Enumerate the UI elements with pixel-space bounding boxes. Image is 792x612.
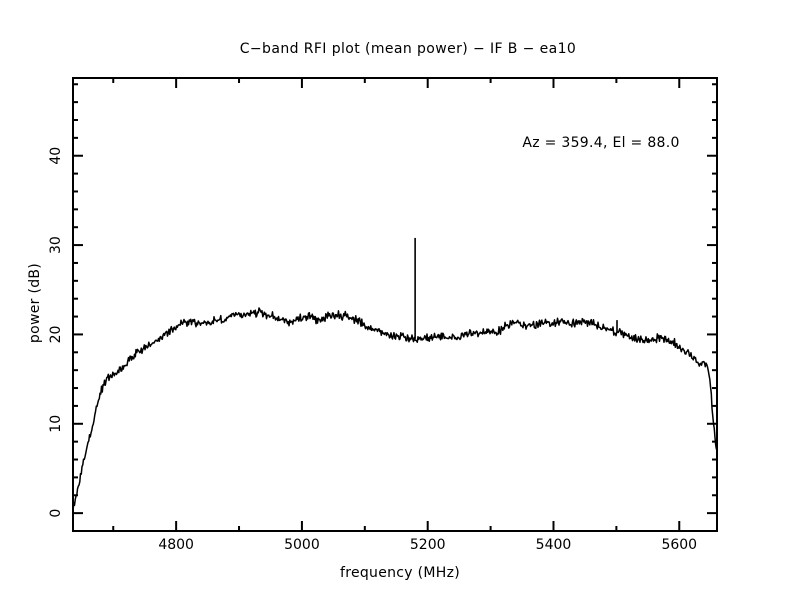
x-tick-label: 4800: [158, 537, 194, 553]
x-axis-label: frequency (MHz): [340, 565, 460, 581]
y-tick-label: 10: [48, 415, 64, 433]
spectrum-trace: [72, 307, 718, 512]
y-axis-label: power (dB): [27, 263, 43, 343]
x-tick-label: 5200: [410, 537, 446, 553]
pointing-annotation: Az = 359.4, El = 88.0: [522, 135, 679, 151]
x-tick-label: 5000: [284, 537, 320, 553]
plot-title: C−band RFI plot (mean power) − IF B − ea…: [240, 41, 576, 57]
y-tick-label: 0: [48, 509, 64, 518]
x-tick-label: 5600: [661, 537, 697, 553]
y-tick-label: 40: [48, 147, 64, 165]
rfi-spikes: [414, 237, 618, 339]
y-tick-label: 30: [48, 236, 64, 254]
plot-frame: [72, 77, 718, 532]
spectrum-trace-path: [72, 307, 718, 512]
axes: 4800 5000 5200 5400 5600 0 10 20 30 40: [48, 77, 718, 553]
x-tick-label: 5400: [536, 537, 572, 553]
y-tick-label: 20: [48, 326, 64, 344]
